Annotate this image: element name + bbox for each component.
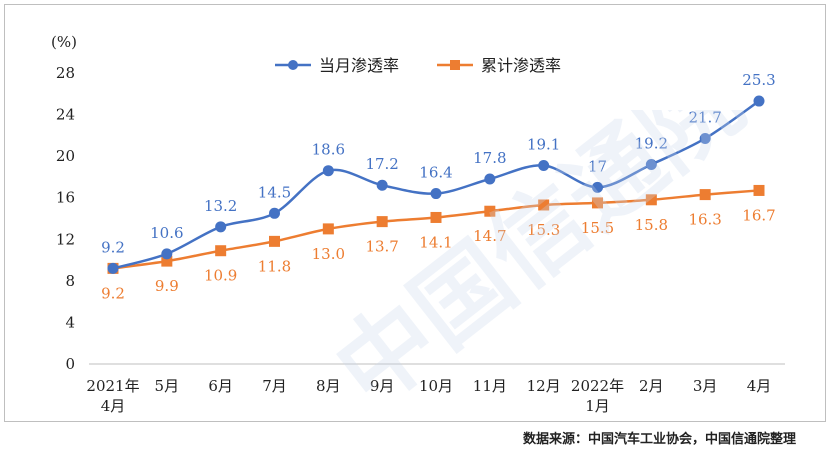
data-label-cumulative: 15.8	[635, 216, 668, 234]
data-point-cumulative	[538, 199, 550, 211]
data-point-cumulative	[269, 235, 280, 247]
data-point-monthly	[538, 159, 550, 171]
data-label-cumulative: 15.5	[581, 219, 614, 237]
legend-label-monthly: 当月渗透率	[319, 56, 399, 75]
data-point-monthly	[215, 221, 227, 233]
data-label-cumulative: 9.2	[101, 284, 125, 302]
data-point-monthly	[753, 95, 765, 107]
data-point-cumulative	[430, 211, 442, 223]
data-label-monthly: 19.1	[527, 135, 560, 153]
data-label-monthly: 17.8	[473, 149, 506, 167]
data-point-monthly	[592, 181, 603, 193]
data-label-cumulative: 11.8	[258, 257, 291, 275]
data-label-cumulative: 16.3	[688, 211, 721, 229]
legend-marker-cumulative	[450, 60, 460, 70]
x-tick-label: 1月	[585, 397, 610, 415]
x-tick-label: 11月	[473, 377, 507, 395]
x-tick-label: 3月	[693, 377, 718, 395]
x-tick-label: 4月	[101, 397, 126, 415]
x-tick-label: 4月	[747, 377, 772, 395]
line-chart: (%) 0 4 8 12 16 20 24 28 2021年 4月 5月 6月 7月 8月 9月 10月 11…	[51, 33, 785, 415]
data-label-cumulative: 13.0	[312, 245, 345, 263]
data-point-cumulative	[376, 216, 388, 228]
y-tick-label: 12	[56, 230, 75, 248]
data-point-cumulative	[161, 255, 173, 267]
y-tick-label: 24	[56, 106, 75, 124]
data-point-cumulative	[592, 197, 603, 209]
legend: 当月渗透率 累计渗透率	[275, 56, 561, 75]
legend-label-cumulative: 累计渗透率	[481, 56, 561, 75]
x-tick-label: 2月	[639, 377, 664, 395]
data-point-cumulative	[484, 205, 496, 217]
data-label-monthly: 18.6	[312, 141, 345, 159]
y-tick-label: 20	[56, 147, 75, 165]
data-label-monthly: 10.6	[150, 224, 183, 242]
data-point-monthly	[107, 262, 119, 274]
x-tick-label: 6月	[208, 377, 233, 395]
data-label-cumulative: 15.3	[527, 221, 560, 239]
y-axis-ticks: 0 4 8 12 16 20 24 28	[56, 64, 75, 373]
data-label-monthly: 14.5	[258, 183, 291, 201]
data-label-cumulative: 14.1	[419, 233, 452, 251]
x-axis-ticks: 2021年 4月 5月 6月 7月 8月 9月 10月 11月 12月 2022年 1月 2月 3月 4月	[86, 377, 771, 415]
data-point-monthly	[645, 158, 657, 170]
data-point-cumulative	[645, 194, 657, 206]
data-point-monthly	[269, 207, 280, 219]
data-label-monthly: 17	[588, 157, 607, 175]
data-point-monthly	[376, 179, 388, 191]
y-tick-label: 0	[65, 355, 75, 373]
x-tick-label: 5月	[155, 377, 180, 395]
y-axis-unit: (%)	[51, 33, 77, 51]
data-label-monthly: 16.4	[419, 164, 452, 182]
data-point-monthly	[484, 173, 496, 185]
data-label-cumulative: 16.7	[742, 206, 775, 224]
data-label-cumulative: 13.7	[365, 238, 398, 256]
legend-marker-monthly	[288, 60, 298, 70]
x-tick-label: 7月	[262, 377, 287, 395]
x-tick-label: 2021年	[86, 377, 139, 395]
data-point-monthly	[699, 132, 711, 144]
x-tick-label: 10月	[419, 377, 453, 395]
x-tick-label: 12月	[527, 377, 561, 395]
chart-frame: (%) 0 4 8 12 16 20 24 28 2021年 4月 5月 6月 7月 8月 9月 10月 11…	[4, 4, 826, 422]
data-label-monthly: 17.2	[365, 155, 398, 173]
data-label-monthly: 19.2	[635, 134, 668, 152]
data-point-cumulative	[753, 184, 765, 196]
data-label-monthly: 13.2	[204, 197, 237, 215]
series-layer: 9.2 10.6 13.2 14.5 18.6 17.2 16.4 17.8 19.1 17 19.…	[101, 71, 776, 302]
data-point-cumulative	[322, 223, 334, 235]
data-label-monthly: 9.2	[101, 238, 125, 256]
y-tick-label: 28	[56, 64, 75, 82]
y-tick-label: 16	[56, 189, 75, 207]
data-label-cumulative: 14.7	[473, 227, 506, 245]
data-point-cumulative	[699, 189, 711, 201]
data-point-cumulative	[215, 245, 227, 257]
x-tick-label: 2022年	[571, 377, 624, 395]
data-point-monthly	[430, 188, 442, 200]
data-label-cumulative: 9.9	[155, 277, 179, 295]
data-point-monthly	[161, 248, 173, 260]
y-tick-label: 8	[65, 272, 75, 290]
x-tick-label: 9月	[370, 377, 395, 395]
source-note: 数据来源：中国汽车工业协会，中国信通院整理	[522, 432, 796, 447]
x-tick-label: 8月	[316, 377, 341, 395]
data-label-monthly: 25.3	[742, 71, 775, 89]
y-tick-label: 4	[65, 313, 75, 331]
data-point-monthly	[322, 165, 334, 177]
data-label-monthly: 21.7	[688, 108, 721, 126]
data-label-cumulative: 10.9	[204, 267, 237, 285]
